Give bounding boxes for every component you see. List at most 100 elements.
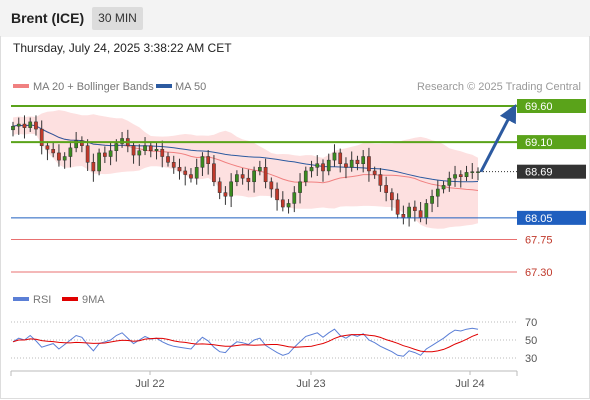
candle-body: [470, 171, 475, 173]
candle-body: [137, 150, 142, 156]
candle-body: [252, 170, 256, 183]
level-label: 67.75: [525, 235, 553, 247]
candlestick: [344, 157, 348, 179]
candlestick: [45, 141, 50, 161]
candle-body: [372, 170, 377, 175]
candle-body: [303, 170, 308, 183]
candle-body: [476, 171, 480, 173]
candle-body: [349, 159, 354, 168]
candlestick: [166, 152, 170, 167]
candlestick: [384, 176, 388, 202]
candlestick: [177, 158, 182, 180]
candle-body: [148, 145, 153, 151]
candlestick: [80, 136, 84, 153]
level-label: 69.60: [525, 101, 553, 113]
candlestick: [430, 189, 434, 213]
price-levels: 69.60 69.10 68.69 68.05 67.75 67.30: [11, 99, 586, 279]
candle-body: [395, 199, 400, 215]
candle-body: [401, 214, 406, 219]
candle-body: [326, 159, 331, 172]
candlestick: [34, 115, 38, 136]
candlestick: [212, 155, 216, 187]
x-tick-label: Jul 23: [296, 378, 325, 390]
candlestick: [395, 193, 400, 219]
candle-body: [28, 121, 33, 128]
candlestick: [85, 139, 90, 171]
candlestick: [315, 155, 320, 177]
candlestick: [148, 141, 153, 158]
candlestick: [57, 144, 61, 167]
x-tick-label: Jul 22: [135, 378, 164, 390]
candlestick: [309, 160, 314, 178]
candlestick: [39, 120, 44, 155]
header-bar: Brent (ICE) 30 MIN: [0, 0, 590, 37]
candle-body: [194, 167, 199, 179]
candle-body: [34, 121, 38, 130]
candle-body: [189, 174, 193, 179]
candle-body: [407, 206, 411, 219]
candlestick: [263, 158, 268, 189]
candle-body: [85, 145, 90, 163]
candlestick: [91, 153, 96, 182]
candle-body: [114, 143, 119, 151]
candle-body: [464, 172, 469, 177]
rsi-legend-swatch: [13, 297, 29, 301]
candle-body: [16, 123, 21, 127]
candle-body: [269, 181, 274, 190]
interval-button[interactable]: 30 MIN: [92, 7, 143, 30]
candle-body: [223, 192, 228, 197]
candle-body: [217, 181, 222, 193]
candle-body: [355, 159, 360, 164]
candle-body: [418, 210, 423, 219]
candlestick: [355, 155, 360, 171]
candlestick: [28, 117, 33, 132]
candle-body: [384, 185, 388, 193]
candle-body: [108, 150, 113, 157]
x-tick-label: Jul 24: [455, 378, 484, 390]
candlestick: [476, 167, 480, 181]
candlestick: [206, 150, 211, 175]
candle-body: [171, 162, 176, 168]
ma20-legend-swatch: [13, 84, 29, 88]
candlestick: [217, 177, 222, 200]
candle-body: [361, 156, 366, 164]
candlestick: [246, 169, 251, 191]
candlestick: [137, 144, 142, 166]
candlestick: [11, 121, 15, 137]
candle-body: [57, 152, 61, 161]
candlestick: [435, 180, 440, 208]
level-tag: [517, 135, 586, 150]
candlestick: [103, 146, 107, 164]
current-price-label: 68.69: [525, 167, 553, 179]
candlestick: [68, 141, 73, 168]
candlestick: [171, 155, 176, 174]
candlestick: [194, 158, 199, 185]
candle-body: [97, 152, 101, 172]
candlestick: [367, 147, 371, 182]
candlestick: [189, 168, 193, 183]
candle-body: [91, 162, 96, 172]
level-label: 67.30: [525, 267, 553, 279]
candle-body: [447, 177, 452, 186]
candle-body: [280, 199, 285, 208]
candle-body: [22, 123, 27, 128]
candlestick: [321, 159, 325, 182]
candle-body: [143, 145, 147, 151]
candlestick: [453, 165, 457, 187]
candle-body: [298, 181, 302, 193]
candle-body: [258, 167, 262, 172]
candle-body: [131, 145, 136, 156]
candlestick: [349, 151, 354, 172]
candle-body: [45, 145, 50, 150]
candlestick: [131, 141, 136, 164]
candlestick: [470, 163, 475, 179]
candlestick: [292, 186, 297, 213]
candlestick: [269, 177, 274, 198]
level-tag: [517, 99, 586, 113]
rsi-ma-legend-swatch: [62, 297, 78, 301]
candlestick: [280, 191, 285, 212]
candle-body: [74, 140, 78, 149]
candle-body: [413, 206, 417, 211]
candle-body: [235, 174, 239, 183]
